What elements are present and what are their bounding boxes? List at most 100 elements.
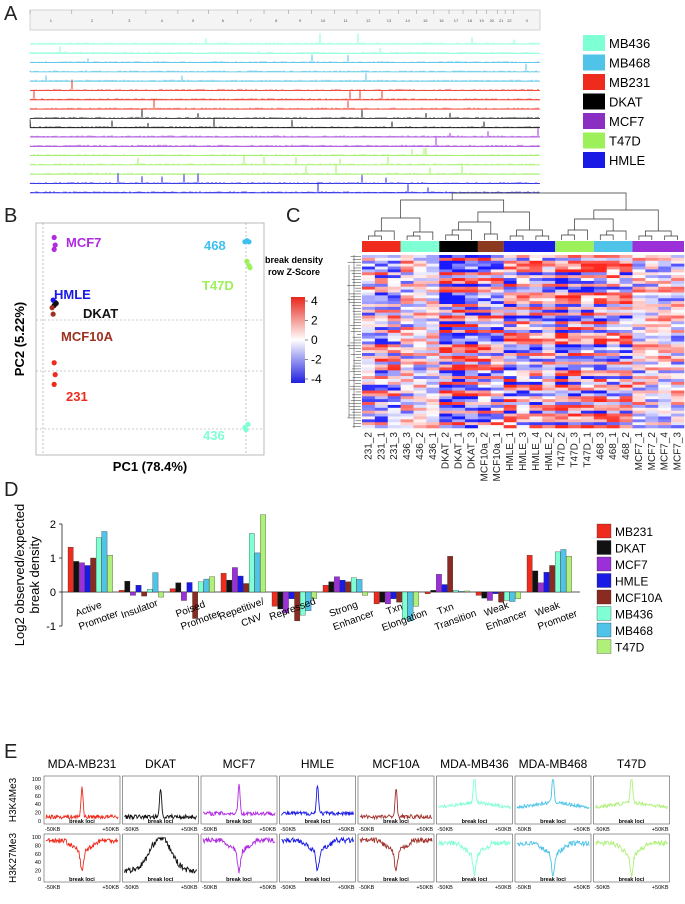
heatmap-cell — [542, 255, 556, 259]
pca-point-mcf10a — [50, 311, 56, 317]
heatmap-cell — [516, 367, 530, 371]
heatmap-cell — [580, 269, 595, 273]
heatmap-cell — [606, 318, 620, 322]
heatmap-cell — [645, 373, 659, 377]
column-group-bar — [503, 241, 556, 252]
colorbar — [291, 297, 305, 383]
heatmap-cell — [452, 312, 466, 316]
heatmap-cell — [580, 402, 595, 406]
heatmap-cell — [387, 370, 401, 374]
heatmap-cell — [387, 376, 401, 380]
heatmap-cell — [465, 407, 479, 411]
heatmap-cell — [426, 292, 440, 296]
heatmap-cell — [477, 309, 492, 313]
heatmap-cell — [542, 381, 556, 386]
heatmap-cell — [658, 353, 672, 357]
heatmap-cell — [387, 275, 401, 279]
heatmap-cell — [477, 396, 492, 400]
heatmap-cell — [671, 272, 685, 276]
heatmap-cell — [619, 306, 633, 311]
heatmap-cell — [387, 344, 401, 348]
heatmap-cell — [542, 309, 556, 313]
bar-mcf7 — [385, 591, 391, 605]
heatmap-cell — [413, 347, 427, 351]
heatmap-cell — [516, 381, 530, 386]
heatmap-cell — [632, 387, 646, 391]
heatmap-cell — [593, 312, 608, 316]
heatmap-cell — [387, 306, 401, 311]
heatmap-cell — [452, 370, 466, 374]
heatmap-cell — [529, 306, 543, 311]
heatmap-cell — [503, 257, 517, 262]
heatmap-cell — [465, 318, 479, 322]
heatmap-cell — [632, 298, 646, 302]
heatmap-cell — [593, 324, 608, 328]
heatmap-cell — [658, 367, 672, 371]
heatmap-cell — [568, 329, 582, 334]
heatmap-cell — [606, 272, 620, 276]
heatmap-cell — [362, 396, 376, 400]
pca-point-mcf7 — [52, 242, 58, 248]
profile-x-center: break loci — [148, 819, 174, 825]
heatmap-cell — [632, 332, 646, 337]
heatmap-cell — [452, 315, 466, 319]
heatmap-cell — [477, 286, 492, 290]
heatmap-cell — [632, 355, 646, 360]
heatmap-cell — [439, 255, 453, 259]
heatmap-cell — [632, 324, 646, 328]
profile-row-label: H3K4Me3 — [8, 777, 19, 822]
heatmap-cell — [606, 301, 620, 305]
heatmap-cell — [580, 370, 595, 374]
heatmap-cell — [645, 350, 659, 354]
heatmap-cell — [413, 344, 427, 348]
heatmap-cell — [619, 347, 633, 351]
heatmap-cell — [490, 373, 504, 377]
heatmap-cell — [645, 283, 659, 288]
heatmap-cell — [580, 286, 595, 290]
heatmap-cell — [593, 358, 608, 362]
heatmap-cell — [542, 378, 556, 383]
heatmap-cell — [580, 373, 595, 377]
heatmap-cell — [465, 341, 479, 345]
heatmap-cell — [619, 257, 633, 262]
heatmap-cell — [619, 327, 633, 331]
profile-x-center: break loci — [148, 877, 174, 883]
heatmap-cell — [400, 399, 414, 403]
heatmap-cell — [671, 304, 685, 308]
heatmap-cell — [400, 329, 414, 334]
heatmap-cell — [374, 387, 389, 391]
heatmap-cell — [632, 378, 646, 383]
heatmap-cell — [632, 338, 646, 342]
heatmap-cell — [452, 309, 466, 313]
heatmap-cell — [374, 341, 389, 345]
heatmap-cell — [658, 289, 672, 293]
heatmap-cell — [529, 396, 543, 400]
heatmap-cell — [593, 387, 608, 391]
heatmap-cell — [362, 278, 376, 282]
heatmap-cell — [387, 413, 401, 417]
heatmap-cell — [580, 295, 595, 299]
heatmap-cell — [426, 315, 440, 319]
heatmap-cell — [671, 312, 685, 316]
heatmap-cell — [555, 393, 569, 397]
heatmap-cell — [439, 324, 453, 328]
heatmap-cell — [645, 384, 659, 388]
heatmap-cell — [606, 422, 620, 426]
heatmap-cell — [645, 301, 659, 305]
heatmap-cell — [477, 361, 492, 365]
heatmap-cell — [426, 286, 440, 290]
heatmap-cell — [362, 387, 376, 391]
profile-x-left: -50KB — [359, 827, 375, 833]
heatmap-cell — [503, 376, 517, 380]
heatmap-cell — [426, 416, 440, 420]
bar-mb231 — [169, 588, 176, 593]
heatmap-cell — [426, 341, 440, 345]
heatmap-cell — [362, 283, 376, 288]
heatmap-cell — [465, 292, 479, 296]
heatmap-cell — [568, 269, 582, 273]
heatmap-cell — [477, 318, 492, 322]
dendrogram-branch — [374, 230, 395, 240]
heatmap-cell — [413, 370, 427, 374]
heatmap-cell — [362, 289, 376, 293]
heatmap-cell — [671, 263, 685, 267]
